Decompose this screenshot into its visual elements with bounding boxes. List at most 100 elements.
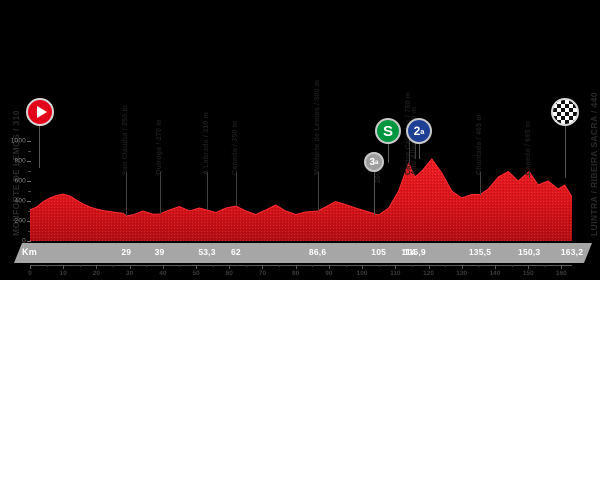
y-axis-tick: [27, 241, 31, 242]
distance-axis-minor-tick: [445, 265, 447, 267]
distance-axis-minor-tick: [245, 265, 247, 267]
distance-axis-tick-label: 150: [522, 270, 534, 277]
km-marker-label: 53,3: [198, 247, 216, 257]
distance-axis-tick-label: 110: [390, 270, 401, 277]
distance-axis-tick-label: 80: [292, 270, 300, 277]
distance-axis-tick: [295, 265, 297, 269]
distance-axis-tick: [229, 265, 231, 269]
y-axis-minor-tick: [28, 171, 31, 172]
distance-axis-minor-tick: [378, 265, 380, 267]
poi-label: Chantada / 465 m: [476, 114, 483, 175]
distance-axis-tick-label: 50: [192, 270, 200, 277]
distance-axis-minor-tick: [179, 265, 181, 267]
y-axis-tick-label: 1000: [10, 137, 26, 145]
checker-pattern-icon: [553, 100, 577, 124]
distance-axis-tick-label: 120: [423, 270, 434, 277]
y-axis-minor-tick: [28, 151, 31, 152]
km-marker-label: 163,2: [560, 247, 584, 257]
distance-axis-minor-tick: [345, 265, 347, 267]
distance-axis-minor-tick: [46, 265, 48, 267]
y-axis-tick-label: 600: [14, 177, 26, 185]
km-ribbon-shape: [14, 243, 592, 263]
distance-axis-tick-label: 0: [28, 270, 32, 277]
start-flag-icon[interactable]: [26, 98, 54, 126]
poi-leader-line: [126, 172, 128, 216]
poi-label: Canedo / 695 m: [525, 120, 533, 175]
distance-axis-tick: [196, 265, 198, 269]
km-ribbon: Km 29 39 53,3 62 86,6 105 114 115,9 135,5 150,3 16…: [0, 243, 600, 263]
y-axis-minor-tick: [28, 211, 31, 212]
play-triangle-icon: [36, 106, 47, 118]
distance-axis-minor-tick: [79, 265, 81, 267]
km-axis-title: Km: [22, 247, 38, 257]
km-marker-label: 135,5: [468, 247, 492, 257]
poi-label: Quiroga / 270 m: [155, 119, 163, 175]
start-flag-stem: [39, 126, 40, 168]
poi-leader-line: [159, 172, 161, 214]
distance-axis-minor-tick: [544, 265, 546, 267]
distance-axis-tick: [362, 265, 364, 269]
distance-axis-tick: [328, 265, 330, 269]
distance-axis-tick: [162, 265, 164, 269]
distance-axis-tick: [129, 265, 131, 269]
distance-axis-tick-label: 140: [489, 270, 501, 277]
km-marker-label: 29: [121, 247, 132, 257]
distance-axis-tick-label: 100: [356, 270, 368, 277]
elevation-area: [29, 158, 573, 241]
km-marker-label: 39: [154, 247, 165, 257]
y-axis-tick-label: 400: [14, 197, 26, 205]
y-axis-minor-tick: [28, 191, 31, 192]
poi-leader-line: [480, 172, 481, 195]
poi-leader-line: [317, 172, 319, 211]
distance-axis-line: [30, 265, 572, 266]
distance-axis-tick: [561, 265, 563, 269]
poi-leader-line: [235, 172, 237, 206]
poi-label: San Claudio / 250 m: [122, 105, 130, 175]
poi-label: Monforte de Lemos / 300 m: [313, 79, 321, 175]
distance-axis-tick-label: 90: [325, 270, 333, 277]
checkered-flag-icon[interactable]: [551, 98, 579, 126]
distance-axis-tick-label: 10: [59, 270, 67, 277]
poi-label: A Labrada / 310 m: [203, 111, 210, 175]
distance-axis-tick: [494, 265, 496, 269]
poi-leader-line: [529, 172, 531, 178]
distance-axis-tick-label: 30: [126, 270, 134, 277]
y-axis-tick: [27, 161, 31, 162]
distance-axis-tick: [30, 265, 31, 269]
distance-axis-tick: [528, 265, 530, 269]
y-axis-tick: [27, 181, 31, 182]
poi-label: Canedo / 350 m: [231, 120, 239, 175]
distance-axis-minor-tick: [511, 265, 513, 267]
distance-axis-minor-tick: [312, 265, 314, 267]
km-marker-label: 150,3: [518, 247, 541, 257]
distance-axis-tick-label: 60: [225, 270, 233, 277]
distance-axis-tick-label: 160: [555, 270, 567, 277]
km-marker-label: 114: [401, 247, 416, 257]
distance-axis-tick: [262, 265, 264, 269]
y-axis-tick-label: 200: [14, 217, 26, 225]
distance-axis-tick: [395, 265, 397, 269]
distance-axis-tick-label: 40: [159, 270, 167, 277]
distance-axis-minor-tick: [113, 265, 115, 267]
distance-axis-tick: [96, 265, 98, 269]
km-marker-label: 115,9: [404, 247, 426, 257]
y-axis-minor-tick: [28, 231, 31, 232]
y-axis: 0 200 400 600 800 1000: [10, 137, 31, 245]
km-marker-label: 62: [230, 247, 241, 257]
badge-stem: [388, 144, 389, 163]
poi-leader-line: [414, 131, 416, 159]
distance-axis-tick-label: 130: [456, 270, 468, 277]
badge-stem: [374, 172, 375, 215]
y-axis-tick: [27, 221, 31, 222]
distance-axis-minor-tick: [478, 265, 480, 267]
distance-axis-minor-tick: [279, 265, 281, 267]
y-axis-tick-label: 0: [22, 237, 26, 245]
distance-axis-tick: [63, 265, 65, 269]
sprint-badge[interactable]: S: [375, 118, 401, 144]
km-marker-label: 86,6: [308, 247, 327, 257]
poi-leader-line: [207, 172, 208, 210]
distance-axis: 0 10 20 30 40 50 60 70 80 90 100 110 120 130 140 150 160: [0, 265, 600, 281]
